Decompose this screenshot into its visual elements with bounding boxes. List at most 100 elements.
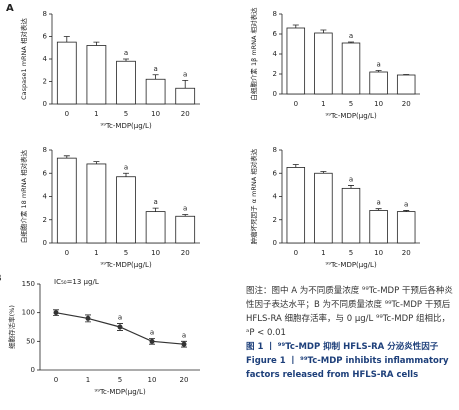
bar	[145, 211, 166, 244]
x-tick-label: 20	[181, 110, 190, 118]
y-axis-label: 肿瘤坏死因子 α mRNA 相对表达	[249, 148, 258, 244]
significance-label: a	[404, 200, 408, 208]
bar	[175, 87, 196, 105]
error-bar	[63, 36, 70, 43]
bar	[341, 187, 361, 244]
x-tick-label: 5	[349, 249, 353, 257]
x-tick-label: 0	[54, 376, 58, 384]
y-tick-label: 6	[273, 169, 278, 177]
bar	[86, 163, 107, 244]
bar	[369, 210, 388, 244]
x-axis-label: ⁹⁹Tc-MDP(μg/L)	[325, 261, 377, 269]
x-tick-label: 20	[402, 100, 411, 108]
error-bar	[375, 208, 382, 211]
x-tick-label: 1	[94, 249, 98, 257]
bar	[286, 27, 306, 95]
note: IC₅₀=13 μg/L	[54, 278, 99, 286]
error-bar	[182, 79, 189, 89]
y-tick-label: 6	[273, 30, 278, 38]
x-tick-label: 0	[65, 249, 69, 257]
y-axis-label: Caspase1 mRNA 相对表达	[19, 18, 28, 100]
x-tick-label: 0	[294, 249, 298, 257]
bar	[175, 215, 196, 244]
error-bar	[320, 29, 327, 33]
y-tick-label: 4	[273, 50, 278, 58]
significance-label: a	[118, 314, 122, 322]
caption-note: 图注：图中 A 为不同质量浓度 ⁹⁹Tc-MDP 干预后各种炎性因子表达水平；B…	[246, 286, 453, 338]
y-tick-label: 8	[273, 146, 277, 154]
bar	[286, 167, 306, 244]
bar	[369, 71, 388, 95]
x-tick-label: 20	[181, 249, 190, 257]
y-axis-label: 细胞存活率(%)	[7, 305, 16, 349]
x-tick-label: 1	[94, 110, 98, 118]
x-axis-label: ⁹⁹Tc-MDP(μg/L)	[94, 388, 146, 396]
point	[53, 310, 59, 316]
x-tick-label: 1	[86, 376, 90, 384]
significance-label: a	[124, 163, 128, 171]
point	[117, 324, 123, 330]
significance-label: a	[349, 175, 353, 183]
y-tick-label: 0	[273, 90, 277, 98]
y-tick-label: 4	[273, 193, 278, 201]
error-bar	[93, 161, 100, 164]
y-tick-label: 100	[22, 309, 35, 317]
bar	[396, 74, 416, 95]
x-tick-label: 20	[402, 249, 411, 257]
point	[85, 315, 91, 321]
error-bar	[348, 185, 354, 189]
x-tick-label: 1	[321, 249, 325, 257]
error-bar	[152, 207, 159, 212]
y-tick-label: 8	[273, 10, 277, 18]
y-tick-label: 150	[22, 280, 35, 288]
significance-label: a	[376, 61, 380, 69]
x-tick-label: 20	[180, 376, 189, 384]
bar	[314, 32, 333, 95]
bar	[314, 172, 333, 244]
bar	[145, 78, 166, 105]
error-bar	[403, 74, 410, 75]
error-bar	[375, 70, 382, 72]
x-tick-label: 5	[124, 249, 128, 257]
point	[149, 338, 155, 344]
x-tick-label: 5	[118, 376, 122, 384]
panel-label: B	[0, 273, 2, 284]
error-bar	[292, 24, 299, 28]
x-tick-label: 10	[374, 100, 383, 108]
x-tick-label: 10	[151, 249, 160, 257]
significance-label: a	[376, 199, 380, 207]
y-tick-label: 2	[43, 78, 47, 86]
error-bar	[292, 164, 299, 168]
bar	[86, 45, 107, 105]
significance-label: a	[153, 65, 157, 73]
x-tick-label: 5	[349, 100, 353, 108]
y-tick-label: 4	[43, 193, 48, 201]
y-tick-label: 2	[273, 70, 277, 78]
y-tick-label: 0	[31, 366, 35, 374]
significance-label: a	[124, 49, 128, 57]
error-bar	[123, 172, 129, 177]
y-tick-label: 8	[43, 10, 47, 18]
bar	[116, 176, 136, 244]
x-tick-label: 1	[321, 100, 325, 108]
y-tick-label: 50	[26, 337, 35, 345]
bar	[396, 211, 416, 244]
error-bar	[182, 214, 189, 217]
y-tick-label: 2	[273, 216, 277, 224]
significance-label: a	[183, 205, 187, 213]
x-tick-label: 10	[151, 110, 160, 118]
error-bar	[63, 155, 70, 159]
x-axis-label: ⁹⁹Tc-MDP(μg/L)	[100, 122, 152, 130]
y-tick-label: 0	[43, 100, 47, 108]
caption-title-en: Figure 1 丨 ⁹⁹Tc-MDP inhibits inflammator…	[246, 356, 449, 380]
significance-label: a	[349, 32, 353, 40]
x-tick-label: 10	[148, 376, 157, 384]
x-tick-label: 0	[294, 100, 298, 108]
x-tick-label: 5	[124, 110, 128, 118]
y-tick-label: 4	[43, 55, 48, 63]
panel-label: A	[6, 3, 14, 14]
point	[181, 341, 187, 347]
significance-label: a	[183, 70, 187, 78]
